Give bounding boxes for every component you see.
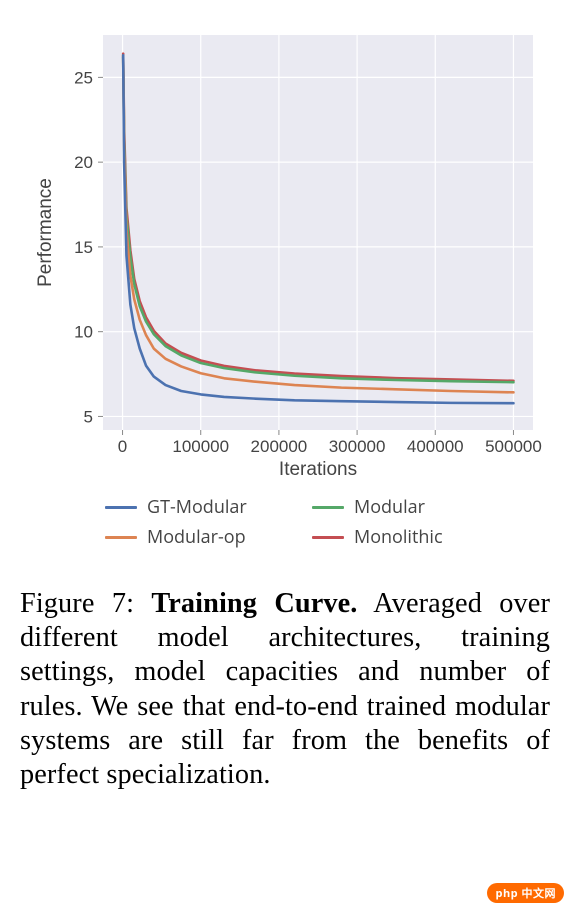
svg-text:200000: 200000 bbox=[251, 437, 308, 456]
svg-text:15: 15 bbox=[74, 238, 93, 257]
training-curve-chart: 0 100000 200000 300000 400000 500000 5 10 15 20 25… bbox=[25, 20, 545, 475]
figure-title: Training Curve. bbox=[151, 588, 357, 619]
svg-text:20: 20 bbox=[74, 153, 93, 172]
legend-item-gt-modular: GT-Modular bbox=[105, 495, 288, 519]
svg-text:0: 0 bbox=[118, 437, 127, 456]
legend-item-modular-op: Modular-op bbox=[105, 525, 288, 549]
svg-text:10: 10 bbox=[74, 323, 93, 342]
legend-item-modular: Modular bbox=[312, 495, 495, 519]
figure-number: Figure 7: bbox=[20, 588, 134, 619]
svg-text:100000: 100000 bbox=[172, 437, 229, 456]
legend-swatch bbox=[105, 506, 137, 509]
legend-label: Monolithic bbox=[354, 525, 443, 549]
figure-container: 0 100000 200000 300000 400000 500000 5 10 15 20 25… bbox=[0, 0, 570, 909]
svg-text:300000: 300000 bbox=[329, 437, 386, 456]
legend-swatch bbox=[312, 536, 344, 539]
svg-text:500000: 500000 bbox=[485, 437, 542, 456]
svg-text:400000: 400000 bbox=[407, 437, 464, 456]
legend-label: Modular bbox=[354, 495, 425, 519]
legend-label: GT-Modular bbox=[147, 495, 247, 519]
legend-swatch bbox=[312, 506, 344, 509]
legend-swatch bbox=[105, 536, 137, 539]
legend-label: Modular-op bbox=[147, 525, 246, 549]
watermark-badge: php 中文网 bbox=[487, 883, 564, 903]
svg-text:Performance: Performance bbox=[35, 178, 56, 287]
svg-text:Iterations: Iterations bbox=[279, 459, 357, 475]
chart-svg: 0 100000 200000 300000 400000 500000 5 10 15 20 25… bbox=[25, 20, 545, 475]
svg-text:5: 5 bbox=[84, 407, 93, 426]
svg-text:25: 25 bbox=[74, 68, 93, 87]
legend-item-monolithic: Monolithic bbox=[312, 525, 495, 549]
figure-caption: Figure 7: Training Curve. Averaged over … bbox=[20, 587, 550, 792]
chart-legend: GT-Modular Modular Modular-op Monolithic bbox=[25, 485, 545, 559]
